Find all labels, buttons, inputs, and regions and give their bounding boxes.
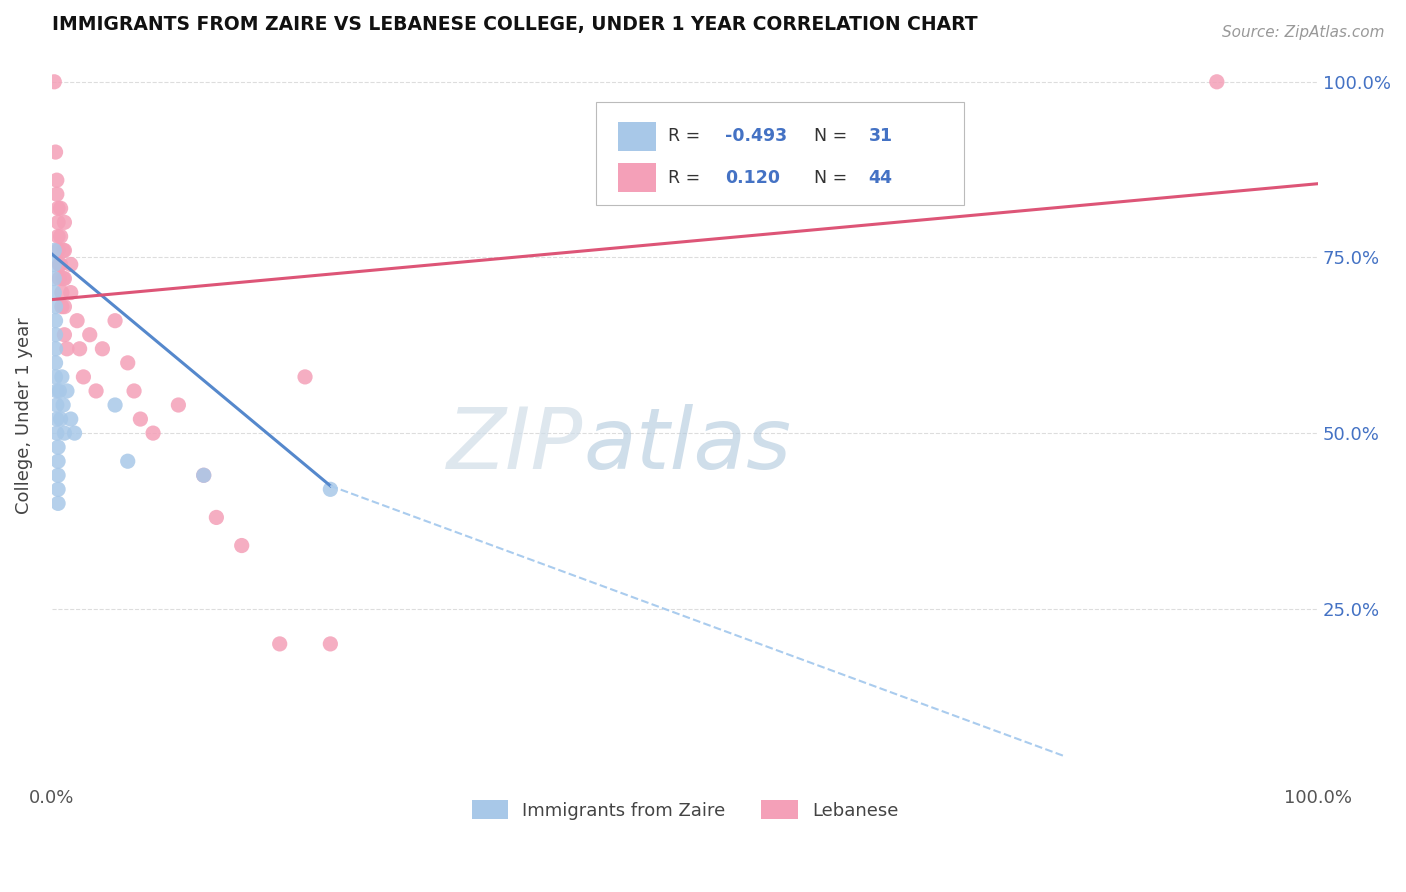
Point [45, 398, 67, 412]
Point [48, 384, 70, 398]
Point [45, 426, 67, 441]
Point [52, 398, 75, 412]
Point [319, 637, 342, 651]
Point [44, 271, 66, 285]
Point [193, 468, 215, 483]
Point [46, 244, 69, 258]
Point [59, 258, 82, 272]
Point [52, 271, 75, 285]
FancyBboxPatch shape [596, 102, 963, 205]
Point [59, 285, 82, 300]
Point [49, 229, 72, 244]
Point [231, 539, 253, 553]
Point [49, 201, 72, 215]
Point [84, 384, 107, 398]
Point [51, 370, 73, 384]
FancyBboxPatch shape [617, 163, 655, 193]
Point [45, 300, 67, 314]
Point [117, 356, 139, 370]
Text: IMMIGRANTS FROM ZAIRE VS LEBANESE COLLEGE, UNDER 1 YEAR CORRELATION CHART: IMMIGRANTS FROM ZAIRE VS LEBANESE COLLEG… [52, 15, 977, 34]
Point [79, 327, 101, 342]
Point [51, 285, 73, 300]
Point [45, 314, 67, 328]
Point [104, 314, 127, 328]
Point [129, 412, 152, 426]
Point [49, 412, 72, 426]
Point [59, 412, 82, 426]
Y-axis label: College, Under 1 year: College, Under 1 year [15, 318, 32, 514]
Point [269, 637, 291, 651]
Point [46, 468, 69, 483]
Point [319, 483, 342, 497]
Point [45, 327, 67, 342]
Point [69, 342, 91, 356]
Point [48, 271, 70, 285]
Point [45, 342, 67, 356]
Point [48, 258, 70, 272]
Point [51, 300, 73, 314]
Point [91, 342, 114, 356]
Point [53, 426, 76, 441]
Point [193, 468, 215, 483]
Point [44, 258, 66, 272]
Text: atlas: atlas [583, 403, 792, 486]
Point [45, 412, 67, 426]
Point [46, 229, 69, 244]
Point [72, 370, 94, 384]
Point [66, 314, 89, 328]
Point [44, 285, 66, 300]
Point [46, 454, 69, 468]
Point [117, 454, 139, 468]
Point [45, 145, 67, 159]
Text: N =: N = [814, 169, 853, 186]
FancyBboxPatch shape [617, 121, 655, 151]
Point [294, 370, 316, 384]
Text: ZIP: ZIP [447, 403, 583, 486]
Point [56, 384, 79, 398]
Point [122, 384, 145, 398]
Text: 44: 44 [869, 169, 893, 186]
Text: N =: N = [814, 128, 853, 145]
Point [46, 496, 69, 510]
Text: 31: 31 [869, 128, 893, 145]
Point [45, 370, 67, 384]
Point [52, 244, 75, 258]
Point [53, 300, 76, 314]
Text: -0.493: -0.493 [725, 128, 787, 145]
Point [142, 426, 165, 441]
Point [53, 244, 76, 258]
Point [56, 342, 79, 356]
Text: R =: R = [668, 169, 706, 186]
Point [53, 327, 76, 342]
Point [45, 356, 67, 370]
Point [44, 75, 66, 89]
Point [45, 384, 67, 398]
Point [1205, 75, 1227, 89]
Legend: Immigrants from Zaire, Lebanese: Immigrants from Zaire, Lebanese [464, 793, 905, 827]
Point [46, 215, 69, 229]
Point [45, 173, 67, 187]
Point [104, 398, 127, 412]
Text: 0.120: 0.120 [725, 169, 780, 186]
Text: R =: R = [668, 128, 706, 145]
Point [63, 426, 86, 441]
Point [49, 258, 72, 272]
Point [205, 510, 228, 524]
Point [46, 483, 69, 497]
Point [167, 398, 190, 412]
Point [46, 440, 69, 454]
Text: Source: ZipAtlas.com: Source: ZipAtlas.com [1222, 25, 1385, 40]
Point [46, 201, 69, 215]
Point [44, 244, 66, 258]
Point [53, 215, 76, 229]
Point [45, 187, 67, 202]
Point [53, 271, 76, 285]
